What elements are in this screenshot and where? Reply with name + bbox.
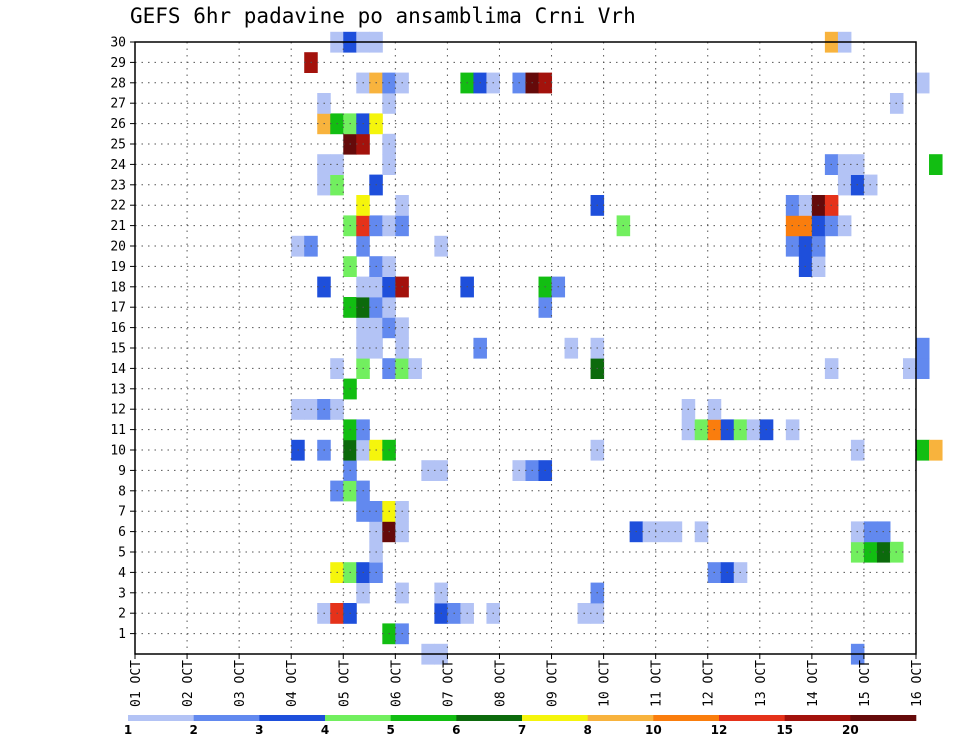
colorbar-label: 12 xyxy=(711,723,728,737)
x-tick-label: 09 OCT xyxy=(546,660,561,707)
y-tick-label: 13 xyxy=(110,382,126,397)
y-axis-ticks: 1234567891011121314151617181920212223242… xyxy=(110,36,135,642)
y-tick-label: 12 xyxy=(110,403,126,418)
colorbar-label: 2 xyxy=(189,723,197,737)
y-tick-label: 8 xyxy=(118,484,126,499)
y-tick-label: 5 xyxy=(118,546,126,561)
colorbar-label: 4 xyxy=(321,723,329,737)
colorbar-label: 10 xyxy=(645,723,662,737)
colorbar-label: 7 xyxy=(518,723,526,737)
y-tick-label: 19 xyxy=(110,260,126,275)
colorbar-label: 20 xyxy=(842,723,859,737)
y-tick-label: 29 xyxy=(110,56,126,71)
colorbar-swatch xyxy=(784,715,851,721)
y-tick-label: 7 xyxy=(118,505,126,520)
y-tick-label: 22 xyxy=(110,199,126,214)
heatmap-cell xyxy=(916,439,930,461)
y-tick-label: 20 xyxy=(110,240,126,255)
heatmap-cell xyxy=(916,72,930,94)
y-tick-label: 6 xyxy=(118,525,126,540)
colorbar-label: 5 xyxy=(386,723,394,737)
colorbar-swatch xyxy=(850,715,917,721)
colorbar-swatch xyxy=(193,715,260,721)
y-tick-label: 26 xyxy=(110,117,126,132)
x-tick-label: 05 OCT xyxy=(337,660,352,707)
x-tick-label: 08 OCT xyxy=(493,660,508,707)
y-tick-label: 17 xyxy=(110,301,126,316)
x-tick-label: 04 OCT xyxy=(285,660,300,707)
plot-gridlines xyxy=(135,42,916,654)
x-tick-label: 10 OCT xyxy=(598,660,613,707)
y-tick-label: 16 xyxy=(110,321,126,336)
colorbar-label: 3 xyxy=(255,723,263,737)
colorbar: 1 2 3 4 5 6 7 8 10 12 15 20 xyxy=(124,715,917,737)
y-tick-label: 27 xyxy=(110,97,126,112)
x-tick-label: 16 OCT xyxy=(910,660,925,707)
colorbar-swatch xyxy=(259,715,326,721)
heatmap-cell xyxy=(916,358,930,379)
colorbar-swatch xyxy=(128,715,194,721)
colorbar-label: 15 xyxy=(776,723,793,737)
x-tick-label: 02 OCT xyxy=(181,660,196,707)
colorbar-swatch xyxy=(522,715,588,721)
y-tick-label: 30 xyxy=(110,36,126,51)
y-tick-label: 28 xyxy=(110,76,126,91)
y-tick-label: 2 xyxy=(118,607,126,622)
y-tick-label: 1 xyxy=(118,627,126,642)
colorbar-swatch xyxy=(325,715,391,721)
x-tick-label: 01 OCT xyxy=(129,660,144,707)
x-tick-label: 06 OCT xyxy=(389,660,404,707)
x-tick-label: 03 OCT xyxy=(233,660,248,707)
chart-title: GEFS 6hr padavine po ansamblima Crni Vrh xyxy=(130,4,636,28)
colorbar-swatch xyxy=(653,715,720,721)
colorbar-swatch xyxy=(456,715,523,721)
y-tick-label: 24 xyxy=(110,158,126,173)
heatmap-cell xyxy=(916,337,930,359)
colorbar-label: 6 xyxy=(452,723,460,737)
y-tick-label: 4 xyxy=(118,566,126,581)
x-tick-label: 07 OCT xyxy=(441,660,456,707)
y-tick-label: 25 xyxy=(110,138,126,153)
y-tick-label: 21 xyxy=(110,219,126,234)
y-tick-label: 11 xyxy=(110,423,126,438)
y-tick-label: 15 xyxy=(110,342,126,357)
x-tick-label: 14 OCT xyxy=(806,660,821,707)
y-tick-label: 3 xyxy=(118,586,126,601)
x-tick-label: 12 OCT xyxy=(702,660,717,707)
heatmap-cell xyxy=(929,439,943,461)
colorbar-label: 8 xyxy=(583,723,591,737)
y-tick-label: 18 xyxy=(110,280,126,295)
colorbar-label: 1 xyxy=(124,723,132,737)
y-tick-label: 14 xyxy=(110,362,126,377)
x-tick-label: 15 OCT xyxy=(858,660,873,707)
colorbar-swatch xyxy=(587,715,654,721)
y-tick-label: 10 xyxy=(110,444,126,459)
x-tick-label: 11 OCT xyxy=(650,660,665,707)
y-tick-label: 23 xyxy=(110,178,126,193)
colorbar-swatch xyxy=(719,715,785,721)
heatmap-cell xyxy=(929,154,943,175)
x-tick-label: 13 OCT xyxy=(754,660,769,707)
y-tick-label: 9 xyxy=(118,464,126,479)
colorbar-swatch xyxy=(390,715,457,721)
x-axis-ticks: 01 OCT 02 OCT 03 OCT 04 OCT 05 OCT 06 OCT 07 O… xyxy=(129,654,925,707)
